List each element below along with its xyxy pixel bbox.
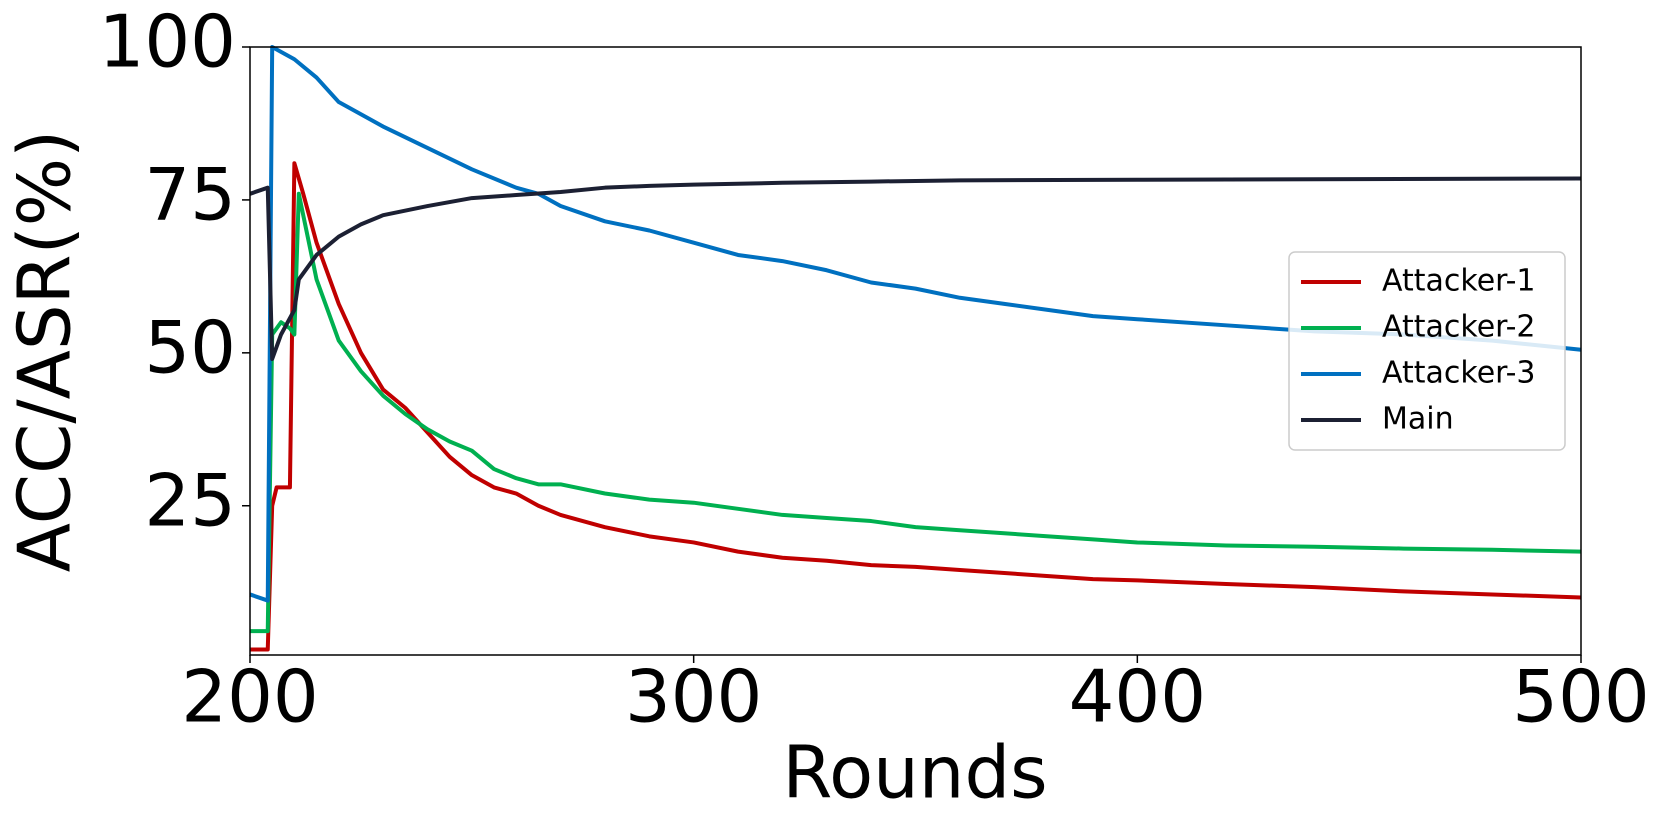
series-line (249, 45, 1582, 603)
legend-label: Attacker-3 (1382, 356, 1536, 391)
plot-frame (249, 46, 1582, 656)
series-line (250, 161, 1582, 652)
legend-box (1288, 251, 1566, 451)
series-line (250, 191, 1582, 634)
y-tick-label: 100 (99, 0, 236, 84)
y-axis-label: ACC/ASR(%) (3, 130, 87, 572)
x-tick-label: 500 (1512, 655, 1649, 739)
x-axis-label: Rounds (782, 731, 1047, 815)
x-tick-label: 400 (1069, 655, 1206, 739)
x-tick-label: 300 (625, 655, 762, 739)
legend-label: Main (1382, 402, 1454, 437)
series-line (249, 176, 1582, 361)
y-tick-label: 75 (144, 152, 236, 236)
y-tick-label: 50 (144, 305, 236, 389)
x-tick-label: 200 (181, 655, 318, 739)
y-tick-label: 25 (144, 458, 236, 542)
legend-label: Attacker-1 (1382, 264, 1536, 299)
legend-label: Attacker-2 (1382, 310, 1536, 345)
